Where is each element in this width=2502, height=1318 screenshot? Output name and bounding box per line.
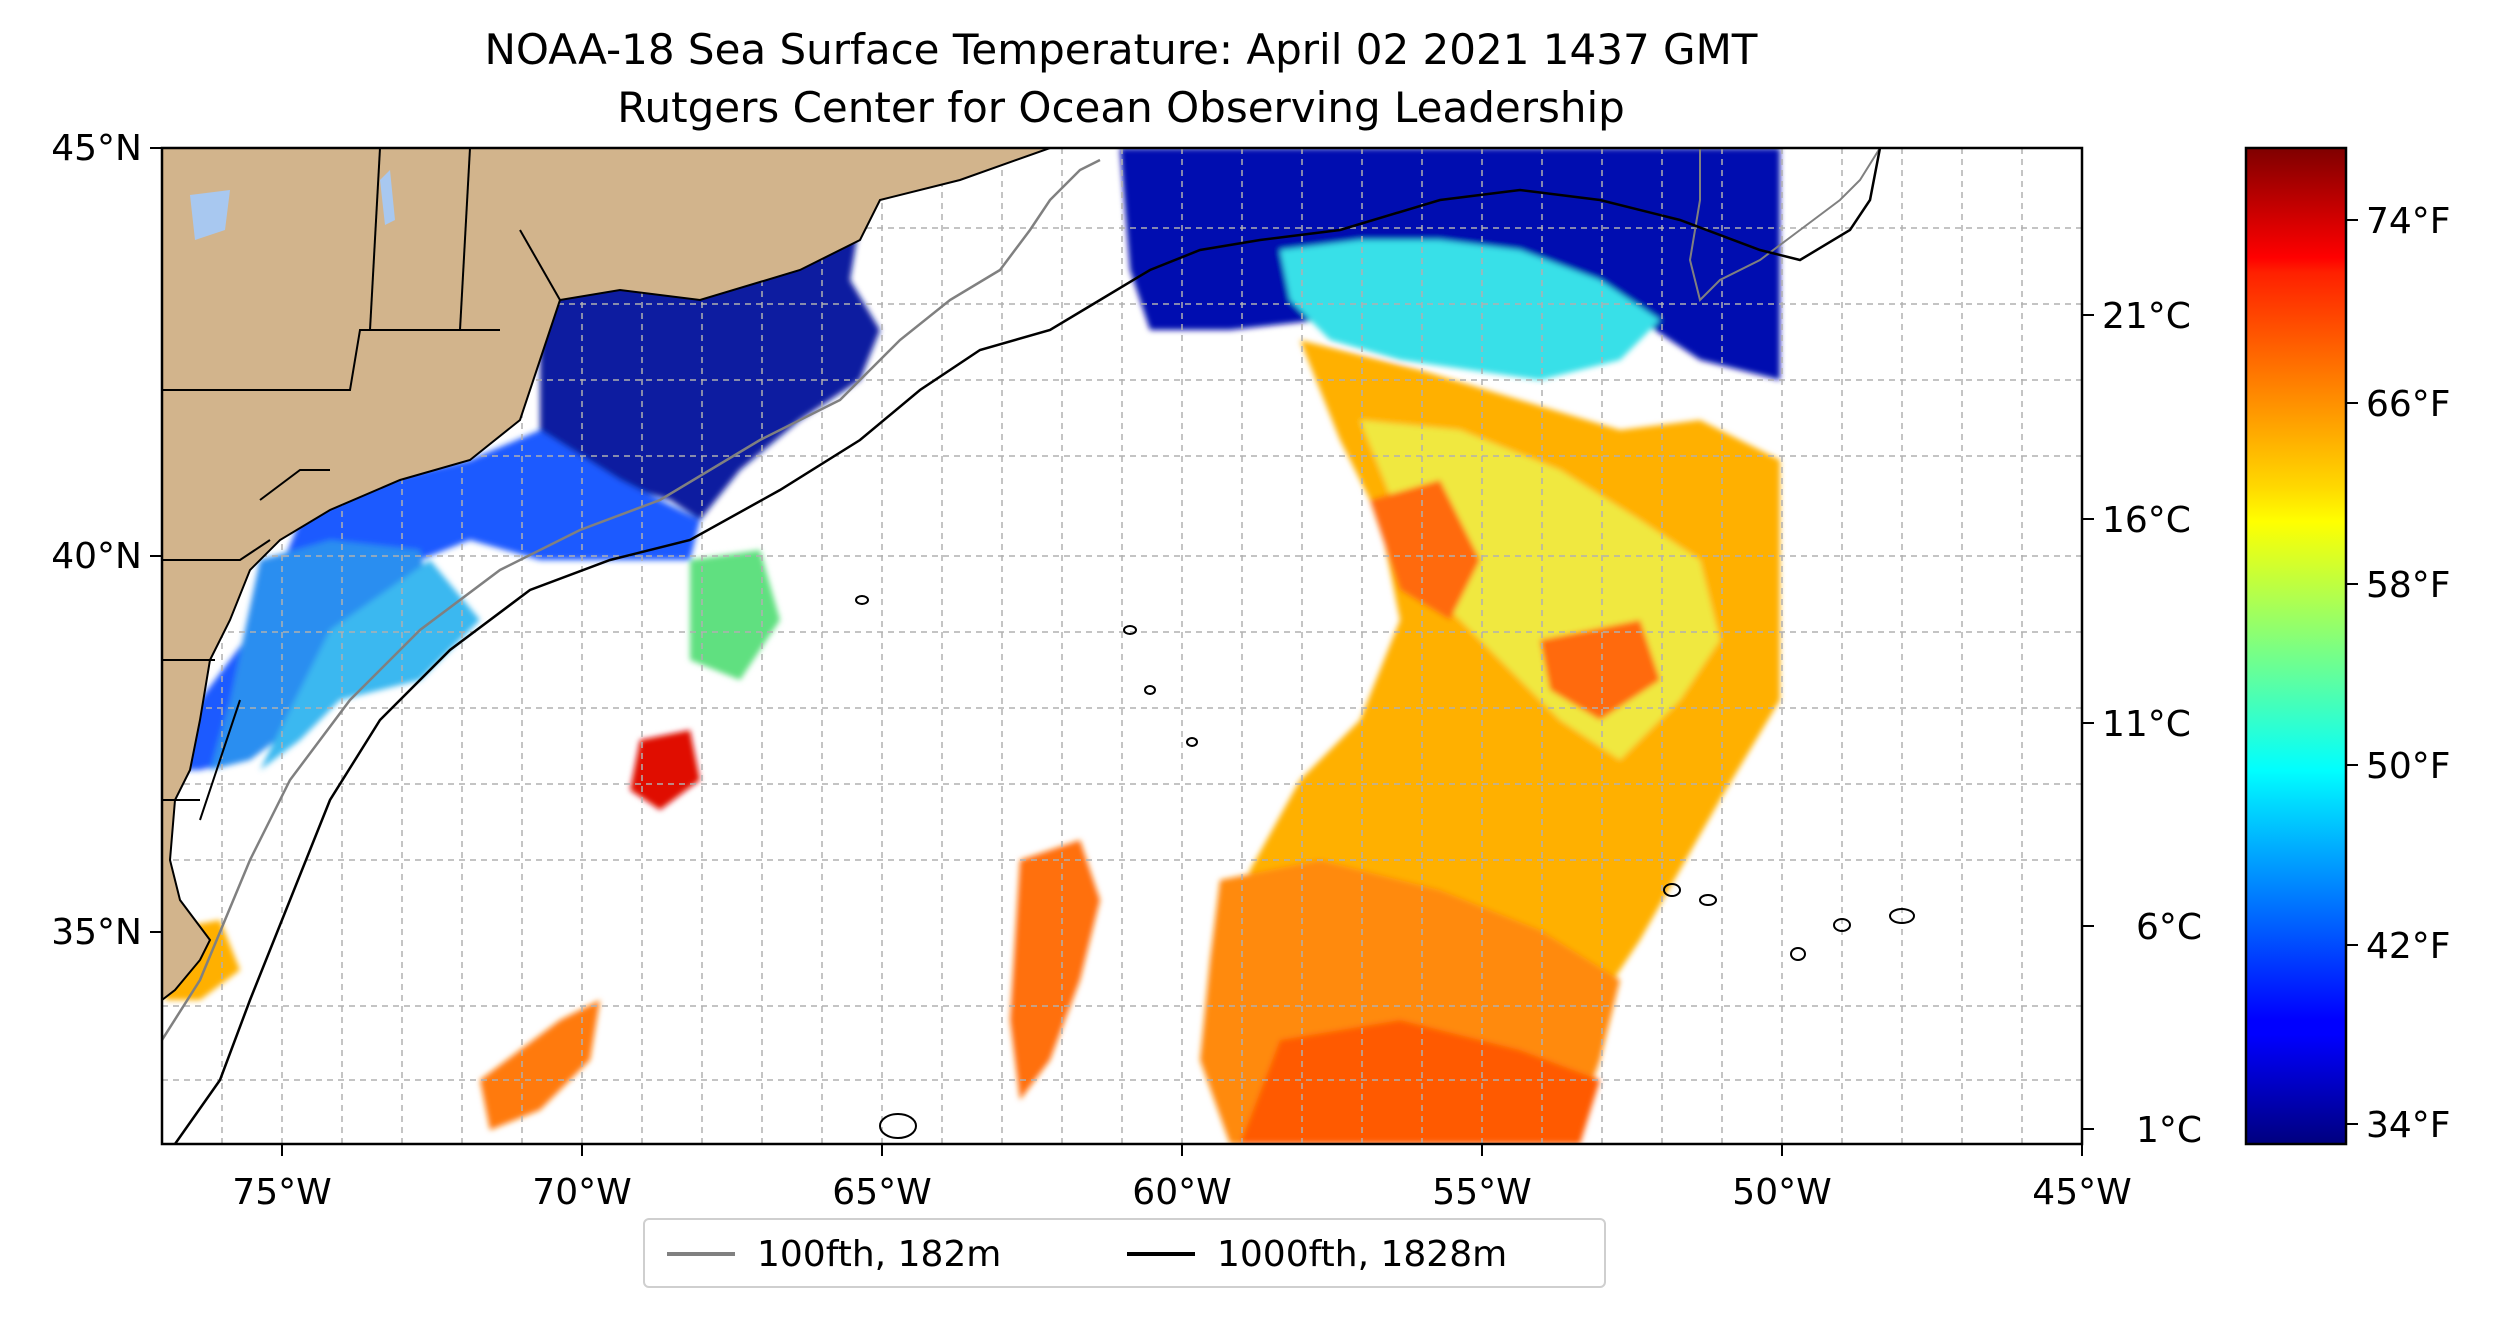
sst-orange-band-1 bbox=[1370, 480, 1480, 620]
land-north-america bbox=[162, 148, 1051, 1002]
sst-south-red-orange bbox=[1240, 1020, 1600, 1144]
sst-data-layer bbox=[165, 148, 1780, 1144]
celsius-tick-1: 1°C bbox=[2136, 1110, 2202, 1151]
lon-tick-70w: 70°W bbox=[532, 1172, 631, 1213]
fahrenheit-tick-74: 74°F bbox=[2366, 201, 2451, 242]
lon-tick-60w: 60°W bbox=[1132, 1172, 1231, 1213]
lon-tick-55w: 55°W bbox=[1432, 1172, 1531, 1213]
lon-tick-65w: 65°W bbox=[832, 1172, 931, 1213]
lon-tick-labels: 75°W 70°W 65°W 60°W 55°W 50°W 45°W bbox=[232, 1172, 2131, 1213]
sst-patch-65w-39n bbox=[690, 550, 780, 680]
legend-label-100fth: 100fth, 182m bbox=[757, 1233, 1002, 1275]
celsius-tick-21: 21°C bbox=[2102, 296, 2191, 337]
fahrenheit-tick-50: 50°F bbox=[2366, 746, 2451, 787]
celsius-tick-6: 6°C bbox=[2136, 907, 2202, 948]
chart-subtitle: Rutgers Center for Ocean Observing Leade… bbox=[617, 83, 1625, 132]
fahrenheit-tick-34: 34°F bbox=[2366, 1105, 2451, 1146]
fahrenheit-tick-42: 42°F bbox=[2366, 926, 2451, 967]
land-nova-scotia bbox=[1688, 148, 1882, 302]
lon-tick-marks bbox=[281, 1144, 2083, 1156]
state-borders bbox=[162, 148, 561, 821]
legend: 100fth, 182m 1000fth, 1828m bbox=[643, 1218, 1606, 1288]
sst-patch-red-68w bbox=[630, 730, 700, 810]
lat-tick-45n: 45°N bbox=[51, 128, 142, 169]
gridlines bbox=[162, 148, 2082, 1144]
lat-tick-40n: 40°N bbox=[51, 536, 142, 577]
legend-item-1000fth: 1000fth, 1828m bbox=[1127, 1232, 1507, 1276]
celsius-tick-marks bbox=[2082, 314, 2094, 1130]
sst-shelf-lightblue bbox=[260, 560, 480, 770]
lon-tick-45w: 45°W bbox=[2032, 1172, 2131, 1213]
legend-line-100fth-swatch bbox=[667, 1252, 735, 1256]
chart-title: NOAA-18 Sea Surface Temperature: April 0… bbox=[484, 25, 1758, 74]
isobath-1000fth bbox=[173, 148, 1882, 1144]
fahrenheit-tick-labels: 74°F 66°F 58°F 50°F 42°F 34°F bbox=[2366, 201, 2451, 1146]
map-frame bbox=[160, 146, 2084, 1146]
seamounts bbox=[855, 595, 1915, 1139]
fahrenheit-tick-66: 66°F bbox=[2366, 384, 2451, 425]
map-area bbox=[162, 148, 2082, 1144]
colorbar bbox=[2244, 146, 2348, 1146]
celsius-tick-labels: 21°C 16°C 11°C 6°C 1°C bbox=[2102, 296, 2202, 1151]
lon-tick-50w: 50°W bbox=[1732, 1172, 1831, 1213]
lat-tick-marks bbox=[150, 147, 162, 933]
celsius-tick-11: 11°C bbox=[2102, 704, 2191, 745]
lakes bbox=[190, 170, 395, 240]
lat-tick-labels: 45°N 40°N 35°N bbox=[51, 128, 142, 953]
sst-orange-band-2 bbox=[1540, 620, 1660, 720]
sst-patch-70w bbox=[480, 1000, 600, 1130]
lon-tick-75w: 75°W bbox=[232, 1172, 331, 1213]
sst-patch-65w bbox=[1010, 840, 1100, 1100]
lat-tick-35n: 35°N bbox=[51, 912, 142, 953]
fahrenheit-tick-58: 58°F bbox=[2366, 565, 2451, 606]
fahrenheit-tick-marks bbox=[2346, 219, 2358, 1125]
sst-northeast-cyan bbox=[1280, 240, 1660, 380]
isobath-100fth bbox=[162, 158, 1101, 1041]
legend-label-1000fth: 1000fth, 1828m bbox=[1217, 1233, 1508, 1275]
legend-line-1000fth-swatch bbox=[1127, 1252, 1195, 1256]
celsius-tick-16: 16°C bbox=[2102, 500, 2191, 541]
legend-item-100fth: 100fth, 182m bbox=[667, 1232, 1001, 1276]
